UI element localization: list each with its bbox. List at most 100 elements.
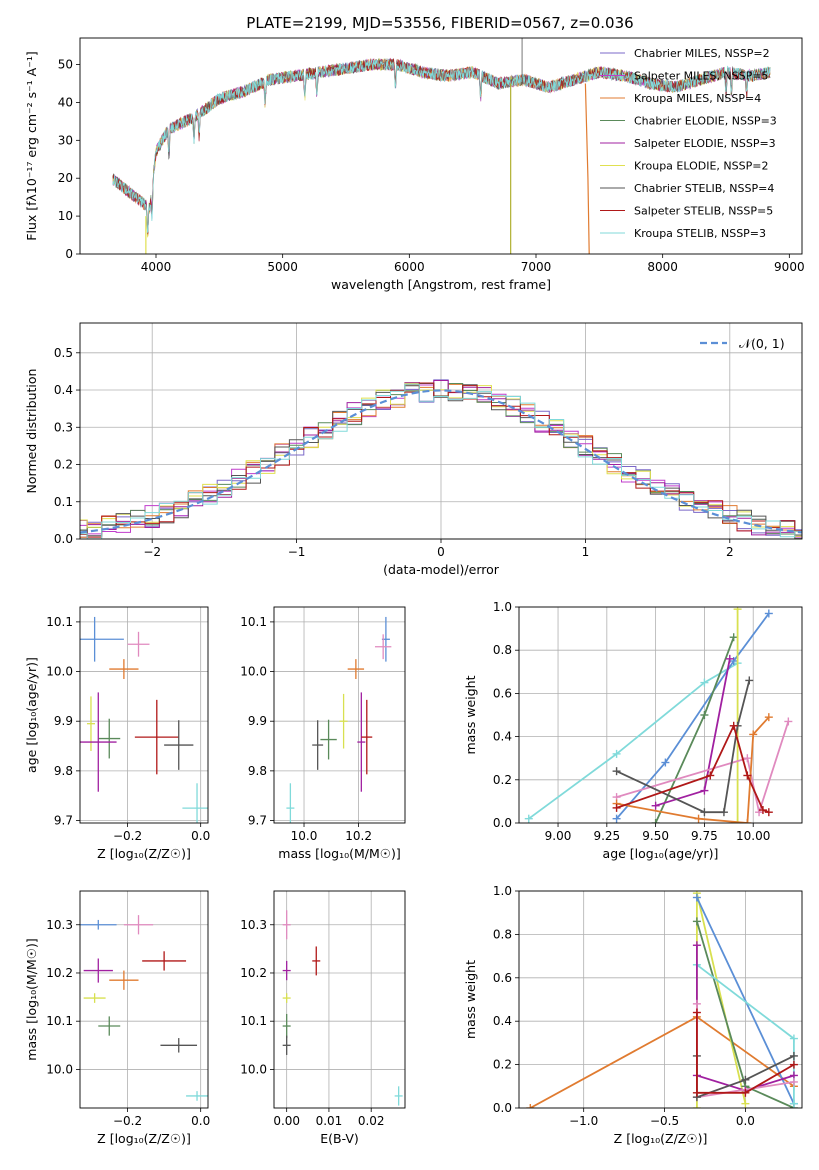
y-tick-label: 0.4 [493,1014,512,1028]
histogram-step [80,383,802,539]
axes-frame [518,890,803,1109]
y-tick-label: 0.0 [493,816,512,830]
error-bar-point [80,616,124,662]
plus-marker [526,1104,535,1108]
legend-label: Chabrier ELODIE, NSSP=3 [634,115,777,128]
error-bar-point [134,699,179,775]
x-tick-label: 9000 [774,260,805,274]
error-bar-point [286,783,295,823]
plus-marker [700,711,709,719]
error-bar-point [127,631,150,657]
histogram-step [80,382,802,538]
axes-frame [79,890,209,1109]
x-tick-label: −1.0 [569,1114,598,1128]
subplot-spectrum: 4000 5000 6000 7000 8000 9000 0 10 20 30 40 50 wavel… [24,37,805,292]
error-bar-point [312,720,324,770]
x-tick-label: −0.2 [113,829,142,843]
plus-marker [651,819,660,823]
y-axis-label: age [log₁₀(age/yr)] [24,657,39,773]
x-tick-label: 0.01 [316,1114,343,1128]
plus-marker [612,749,621,758]
y-axis-label: mass weight [463,960,478,1039]
error-bar-point [347,659,365,679]
plus-marker [789,1034,798,1043]
mass-weight-line [696,892,747,1108]
plus-marker [789,1077,798,1086]
error-bar-point [98,718,121,759]
y-axis-label: mass [log₁₀(M/M☉)] [24,938,39,1060]
y-tick-label: 0.2 [493,773,512,787]
plus-marker [612,803,621,812]
x-tick-label: 4000 [141,260,172,274]
histogram-step [80,379,802,538]
x-tick-label: 9.75 [691,829,718,843]
error-bar-point [160,1038,198,1053]
x-tick-label: 2 [726,545,734,559]
mass-weight-line [696,1012,795,1094]
subplot-mass_weight_vs_Z: −1.0 −0.5 0.0 0.0 0.2 0.4 0.6 0.8 1.0 Z [log₁₀(Z/… [463,884,803,1146]
y-tick-label: 10 [58,209,73,223]
legend-label: Chabrier STELIB, NSSP=4 [634,182,774,195]
y-tick-label: 10.2 [240,966,267,980]
mass-weight-line [529,1015,795,1108]
y-tick-label: 10.1 [240,1014,267,1028]
plus-marker [700,808,709,817]
legend-label: Salpeter ELODIE, NSSP=3 [634,137,776,150]
x-tick-label: 10.2 [345,829,372,843]
legend-label: Kroupa ELODIE, NSSP=2 [634,160,768,173]
y-tick-label: 10.3 [240,918,267,932]
x-tick-label: 9.25 [593,829,620,843]
plus-marker [692,1104,701,1108]
mass-weight-line [528,662,739,820]
y-tick-label: 10.0 [240,665,267,679]
plus-marker [612,767,621,776]
x-tick-label: 0.0 [191,829,210,843]
subplot-mass_vs_ebv: 0.00 0.01 0.02 10.0 10.1 10.2 10.3 E(B-V) [240,890,406,1146]
error-bar-point [80,692,117,792]
plot-area [286,616,392,823]
legend-label: Kroupa STELIB, NSSP=3 [634,227,766,240]
y-tick-label: 1.0 [493,884,512,898]
subplot-residual_hist: −2 −1 0 1 2 0.0 0.1 0.2 0.3 0.4 0.5 (data-model)/er… [24,322,803,577]
x-tick-label: 6000 [394,260,425,274]
plus-marker [692,941,701,950]
error-bar-point [83,958,113,983]
x-axis-label: Z [log₁₀(Z/Z☉)] [97,1131,191,1146]
x-tick-label: 10.00 [736,829,770,843]
plus-marker [694,814,703,823]
plot-area [80,616,208,823]
x-tick-label: 1 [582,545,590,559]
plus-marker [764,609,773,618]
y-tick-label: 40 [58,95,73,109]
y-tick-label: 0.1 [54,495,73,509]
plot-area [526,891,798,1108]
plus-marker [789,1099,798,1108]
mass-weight-line [616,721,790,816]
y-tick-label: 0.2 [493,1058,512,1072]
y-tick-label: 0.0 [493,1101,512,1115]
axes-frame [79,322,803,540]
x-axis-label: mass [log₁₀(M/M☉)] [278,846,400,861]
error-bar-point [282,910,291,940]
plus-marker [719,808,728,817]
x-axis-label: (data-model)/error [383,562,500,577]
axes-frame [273,606,406,824]
x-tick-label: 0.02 [358,1114,385,1128]
error-bar-point [339,693,348,749]
y-tick-label: 10.0 [240,1062,267,1076]
x-tick-label: −2 [143,545,161,559]
plus-marker [700,786,709,795]
x-tick-label: 0.0 [736,1114,755,1128]
y-tick-label: 0.3 [54,420,73,434]
x-axis-label: Z [log₁₀(Z/Z☉)] [614,1131,708,1146]
mass-weight-line [615,612,770,820]
y-tick-label: 0.4 [54,383,73,397]
y-tick-label: 10.1 [46,615,73,629]
y-tick-label: 0.6 [493,686,512,700]
plot-area [80,915,208,1101]
error-bar-point [182,783,208,823]
plus-marker [741,1088,750,1097]
mass-weight-line [655,658,731,807]
plus-marker [743,754,752,763]
